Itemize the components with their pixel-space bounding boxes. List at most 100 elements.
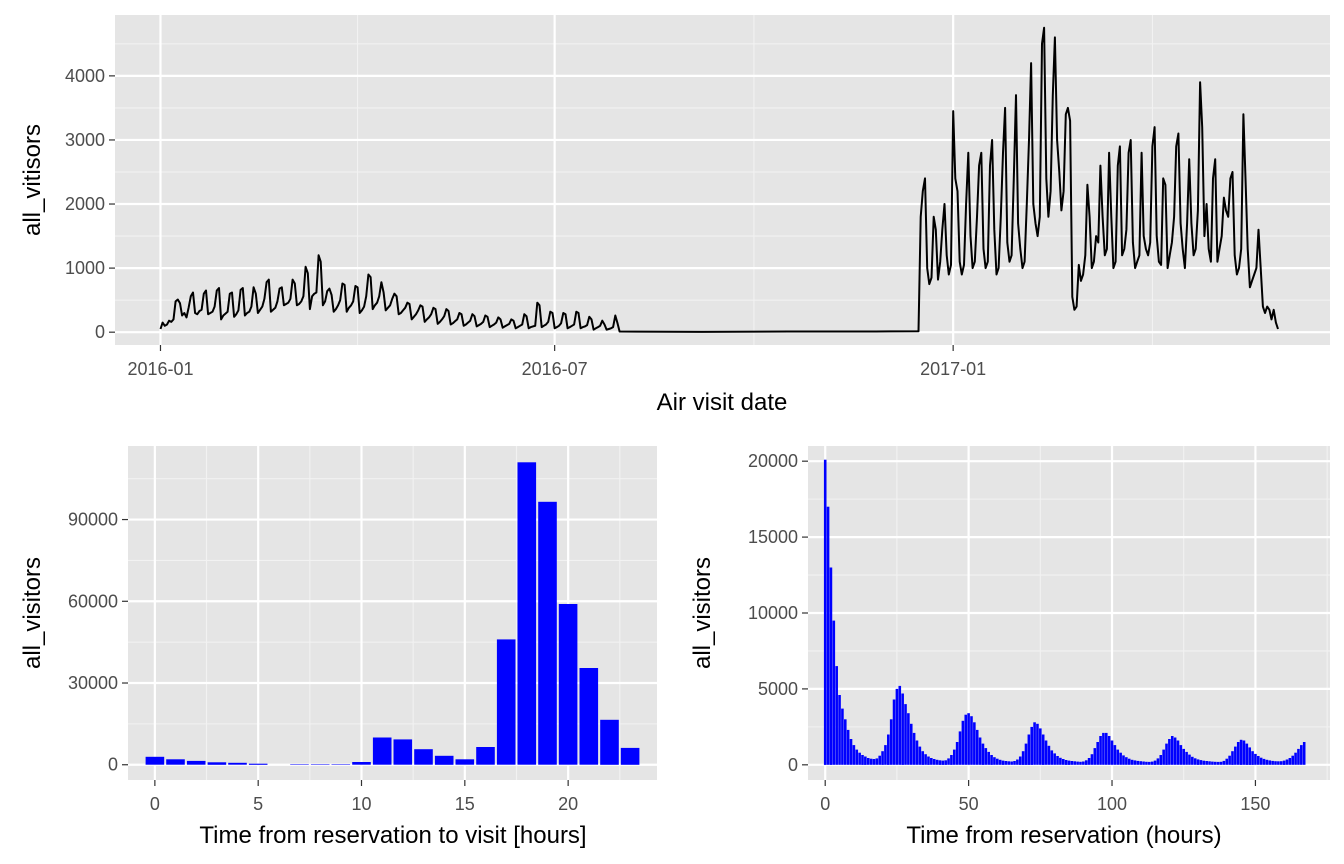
bar-hour-106 <box>1127 758 1131 765</box>
bar-hour-28 <box>904 704 907 765</box>
bar-hour-61 <box>998 759 1002 765</box>
bar-hour-153 <box>1262 758 1266 765</box>
bottom-left-y-axis-title: all_visitors <box>19 557 46 669</box>
bar-hour-136 <box>1213 761 1217 765</box>
bar-hour-62 <box>1001 760 1005 765</box>
bar-hour-17 <box>496 639 516 765</box>
bar-hour-99 <box>1107 736 1111 765</box>
bar-hour-77 <box>1044 740 1048 765</box>
bar-hour-130 <box>1196 759 1200 765</box>
bar-hour-1 <box>166 759 185 765</box>
bar-hour-8 <box>310 764 330 765</box>
bar-hour-6 <box>841 708 844 765</box>
bar-hour-13 <box>414 749 433 765</box>
bar-hour-102 <box>1116 749 1120 765</box>
bar-hour-140 <box>1225 758 1229 765</box>
bar-hour-22 <box>600 719 619 765</box>
bottom-left-bars <box>145 462 640 765</box>
bar-hour-13 <box>861 755 864 765</box>
bar-hour-57 <box>987 751 990 765</box>
top-panel-background <box>115 15 1330 345</box>
bar-hour-165 <box>1297 748 1300 765</box>
bar-hour-3 <box>207 762 227 765</box>
bar-hour-43 <box>947 758 950 765</box>
bar-hour-104 <box>1122 755 1125 765</box>
bar-hour-29 <box>907 713 910 765</box>
bar-hour-93 <box>1090 754 1094 765</box>
bar-hour-154 <box>1265 759 1269 765</box>
bar-hour-33 <box>918 746 922 765</box>
bar-hour-19 <box>538 501 557 765</box>
x-tick-label: 15 <box>455 794 475 814</box>
bar-hour-20 <box>558 604 578 765</box>
top-series-line <box>159 26 1279 333</box>
y-tick-label: 0 <box>95 322 105 342</box>
bar-hour-129 <box>1193 758 1197 765</box>
bar-hour-4 <box>835 666 838 765</box>
x-tick-label: 2016-01 <box>127 359 193 379</box>
bar-hour-67 <box>1016 759 1019 765</box>
bottom-right-y-axis-title: all_visitors <box>689 557 716 669</box>
bar-hour-114 <box>1150 761 1154 765</box>
bar-hour-14 <box>434 755 454 765</box>
bar-hour-105 <box>1125 757 1128 765</box>
bar-hour-42 <box>944 760 947 765</box>
bar-hour-0 <box>145 756 165 765</box>
bar-hour-49 <box>964 714 968 765</box>
bar-hour-133 <box>1205 761 1208 765</box>
bar-hour-119 <box>1165 743 1168 765</box>
bar-hour-132 <box>1202 760 1206 765</box>
bar-hour-45 <box>952 749 956 765</box>
y-tick-label: 2000 <box>65 194 105 214</box>
bar-hour-91 <box>1084 760 1088 765</box>
bar-hour-166 <box>1300 745 1303 765</box>
x-tick-label: 2017-01 <box>920 359 986 379</box>
bar-hour-80 <box>1053 753 1056 765</box>
bar-hour-144 <box>1236 742 1240 765</box>
bar-hour-135 <box>1211 761 1214 765</box>
bar-hour-59 <box>993 757 996 765</box>
bar-hour-137 <box>1216 761 1220 765</box>
bar-hour-15 <box>866 758 870 765</box>
bar-hour-96 <box>1099 736 1102 765</box>
bar-hour-2 <box>186 760 206 765</box>
bottom-right-bars <box>823 459 1306 765</box>
x-tick-label: 10 <box>351 794 371 814</box>
bar-hour-52 <box>973 722 976 765</box>
bar-hour-124 <box>1179 745 1183 765</box>
bar-hour-23 <box>620 747 640 765</box>
x-tick-label: 50 <box>959 794 979 814</box>
bar-hour-47 <box>958 731 962 765</box>
bar-hour-18 <box>517 462 537 765</box>
bar-hour-64 <box>1007 761 1011 765</box>
bar-hour-156 <box>1271 760 1274 765</box>
bar-hour-115 <box>1153 760 1157 765</box>
bar-hour-155 <box>1268 760 1272 765</box>
bar-hour-141 <box>1228 755 1231 765</box>
bar-hour-78 <box>1047 745 1051 765</box>
bar-hour-34 <box>921 751 925 765</box>
bar-hour-5 <box>838 695 841 765</box>
bar-hour-146 <box>1242 740 1246 765</box>
bar-hour-54 <box>978 737 982 765</box>
bar-hour-160 <box>1282 760 1286 765</box>
bar-hour-83 <box>1061 759 1065 765</box>
bar-hour-71 <box>1027 734 1031 765</box>
bar-hour-3 <box>832 620 836 765</box>
bar-hour-134 <box>1208 761 1211 765</box>
bar-hour-48 <box>961 720 965 765</box>
x-tick-label: 0 <box>820 794 830 814</box>
y-tick-label: 3000 <box>65 130 105 150</box>
bar-hour-84 <box>1064 760 1068 765</box>
bar-hour-75 <box>1039 728 1042 765</box>
bar-hour-17 <box>872 759 876 765</box>
bar-hour-26 <box>898 685 902 765</box>
bar-hour-125 <box>1182 748 1186 765</box>
bar-hour-9 <box>849 739 853 765</box>
bar-hour-145 <box>1239 739 1243 765</box>
x-tick-label: 100 <box>1097 794 1127 814</box>
bar-hour-112 <box>1145 761 1148 765</box>
bar-hour-92 <box>1087 758 1091 765</box>
bar-hour-107 <box>1130 759 1134 765</box>
bar-hour-51 <box>970 716 973 765</box>
